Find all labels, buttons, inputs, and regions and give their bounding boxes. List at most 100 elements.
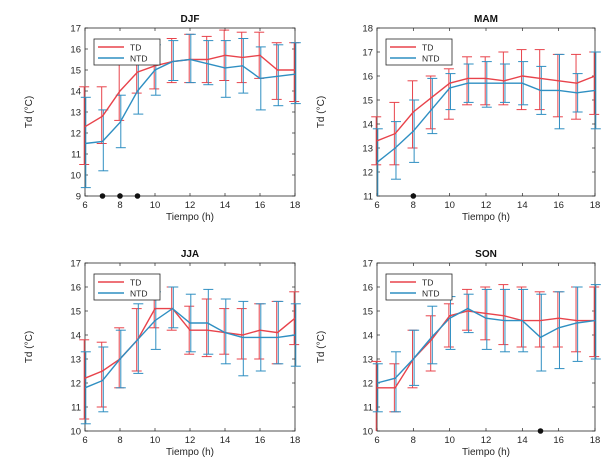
significance-marker (134, 193, 141, 199)
y-tick-label: 16 (70, 45, 81, 56)
y-tick-label: 15 (362, 307, 373, 318)
y-tick-label: 15 (70, 307, 81, 318)
y-tick-label: 11 (363, 403, 373, 414)
y-axis-label: Td (°C) (24, 96, 35, 128)
series-line-ntd (376, 307, 596, 384)
legend-box (93, 273, 161, 301)
y-tick-label: 13 (362, 355, 373, 366)
y-tick-label: 17 (362, 48, 373, 59)
x-axis-label: Tiempo (h) (166, 212, 214, 223)
y-tick-label: 12 (362, 168, 373, 179)
x-tick-label: 8 (411, 435, 416, 446)
y-tick-label: 14 (362, 331, 373, 342)
chart-title: MAM (474, 14, 498, 25)
significance-marker (99, 193, 106, 199)
significance-marker (410, 193, 417, 199)
x-tick-label: 14 (517, 435, 528, 446)
x-tick-label: 18 (590, 200, 601, 211)
x-tick-label: 16 (255, 200, 266, 211)
y-axis-label: Td (°C) (24, 331, 35, 363)
legend-label-ntd: NTD (130, 54, 147, 64)
y-tick-label: 10 (70, 427, 81, 438)
y-tick-label: 15 (362, 96, 373, 107)
chart-panel-djf: 9 10 11 12 13 14 15 16 17 6 8 10 12 14 16 18 DJF Tiempo (… (24, 14, 301, 223)
y-tick-label: 12 (70, 129, 81, 140)
x-tick-label: 10 (444, 200, 455, 211)
y-tick-label: 14 (70, 87, 81, 98)
x-axis-label: Tiempo (h) (462, 212, 510, 223)
chart-panel-jja: 10 11 12 13 14 15 16 17 6 8 10 12 14 16 18 JJA Tiempo (h… (24, 249, 301, 458)
y-tick-label: 16 (362, 72, 373, 83)
legend-label-td: TD (422, 43, 433, 53)
x-tick-label: 16 (553, 200, 564, 211)
y-tick-label: 11 (71, 150, 81, 161)
significance-marker (117, 193, 123, 199)
x-tick-label: 10 (150, 435, 161, 446)
legend-label-td: TD (130, 43, 141, 53)
y-tick-label: 17 (70, 259, 81, 270)
y-tick-label: 13 (70, 108, 81, 119)
x-tick-label: 18 (590, 435, 601, 446)
series-line-ntd (84, 58, 296, 145)
x-tick-label: 14 (220, 200, 231, 211)
x-tick-label: 8 (117, 435, 122, 446)
y-tick-label: 12 (362, 379, 373, 390)
legend-box (385, 38, 453, 66)
legend-label-td: TD (422, 278, 433, 288)
chart-title: DJF (181, 14, 200, 25)
x-tick-label: 12 (481, 435, 492, 446)
x-tick-label: 14 (517, 200, 528, 211)
y-tick-label: 12 (70, 379, 81, 390)
x-tick-label: 10 (150, 200, 161, 211)
legend-box (93, 38, 161, 66)
y-tick-label: 10 (70, 171, 81, 182)
y-tick-label: 10 (362, 427, 373, 438)
y-tick-label: 15 (70, 66, 81, 77)
series-line-ntd (376, 82, 596, 163)
x-axis-label: Tiempo (h) (166, 447, 214, 458)
chart-title: JJA (181, 249, 199, 260)
significance-marker (537, 428, 544, 434)
y-tick-label: 17 (70, 24, 81, 35)
x-axis-label: Tiempo (h) (462, 447, 510, 458)
x-tick-label: 18 (290, 435, 301, 446)
x-tick-label: 6 (374, 435, 379, 446)
x-tick-label: 6 (82, 200, 87, 211)
y-tick-label: 14 (362, 120, 373, 131)
y-tick-label: 13 (70, 355, 81, 366)
legend-label-td: TD (130, 278, 141, 288)
chart-title: SON (475, 249, 497, 260)
x-tick-label: 14 (220, 435, 231, 446)
x-tick-label: 12 (185, 435, 196, 446)
legend-label-ntd: NTD (422, 289, 439, 299)
y-axis-label: Td (°C) (316, 96, 327, 128)
x-tick-label: 6 (82, 435, 87, 446)
y-tick-label: 11 (71, 403, 81, 414)
y-tick-label: 11 (363, 192, 373, 203)
x-tick-label: 6 (374, 200, 379, 211)
y-tick-label: 9 (76, 192, 81, 203)
y-tick-label: 13 (362, 144, 373, 155)
legend-label-ntd: NTD (130, 289, 147, 299)
x-tick-label: 12 (481, 200, 492, 211)
legend-label-ntd: NTD (422, 54, 439, 64)
series-line-ntd (84, 307, 296, 389)
y-tick-label: 18 (362, 24, 373, 35)
x-tick-label: 16 (255, 435, 266, 446)
legend-box (385, 273, 453, 301)
y-tick-label: 17 (362, 259, 373, 270)
x-tick-label: 12 (185, 200, 196, 211)
chart-panel-son: 10 11 12 13 14 15 16 17 6 8 10 12 14 16 18 SON Tiempo (h… (316, 249, 601, 458)
x-tick-label: 16 (553, 435, 564, 446)
x-tick-label: 8 (411, 200, 416, 211)
y-tick-label: 16 (70, 283, 81, 294)
chart-panel-mam: 11 12 13 14 15 16 17 18 6 8 10 12 14 16 18 MAM Tiempo (h… (316, 14, 601, 223)
x-tick-label: 10 (444, 435, 455, 446)
x-tick-label: 8 (117, 200, 122, 211)
x-tick-label: 18 (290, 200, 301, 211)
